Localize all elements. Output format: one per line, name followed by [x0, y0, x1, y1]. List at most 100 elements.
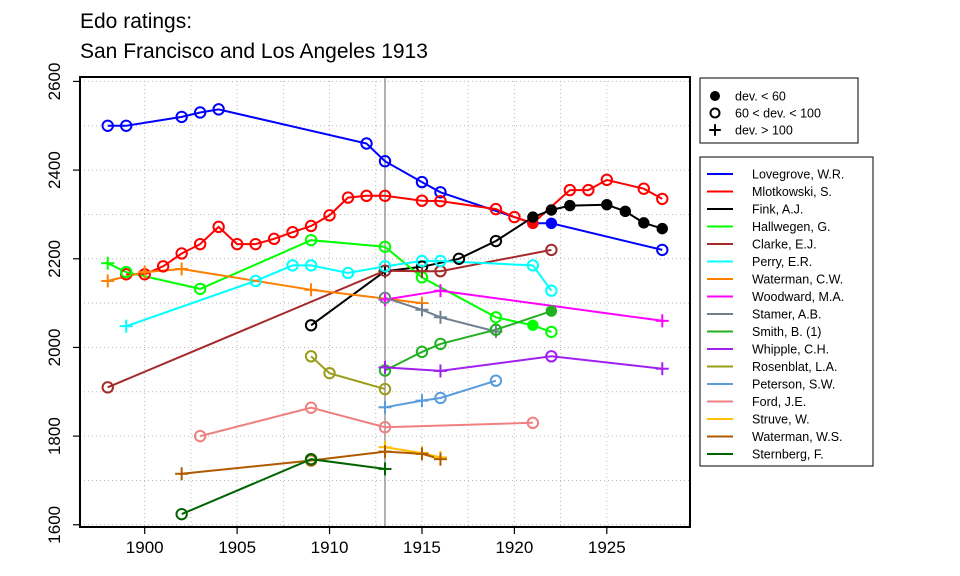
series-line-7 [384, 289, 663, 322]
data-point-s1-p16 [434, 194, 447, 208]
data-point-s3-p0 [101, 256, 115, 270]
data-point-s3-p8 [545, 325, 558, 339]
data-point-s0-p3 [193, 106, 207, 119]
data-point-s5-p0 [119, 319, 133, 333]
data-point-s5-p6 [415, 254, 429, 268]
marker-legend-symbol-0 [710, 91, 720, 101]
data-point-s13-p2 [378, 421, 392, 434]
data-point-s0-p4 [212, 103, 225, 116]
data-point-s1-p9 [286, 225, 299, 239]
data-point-s2-p8 [601, 198, 613, 211]
data-point-s10-p1 [433, 364, 447, 378]
data-point-s15-p0 [175, 467, 189, 481]
data-point-s12-p0 [378, 400, 392, 414]
data-point-s9-p3 [489, 323, 503, 336]
series-legend-label-0: Lovegrove, W.R. [752, 168, 844, 182]
series-line-2 [310, 203, 663, 327]
data-point-s2-p9 [619, 205, 632, 218]
x-tick-label: 1925 [588, 538, 626, 557]
data-point-s9-p1 [415, 345, 429, 359]
series-legend-label-9: Smith, B. (1) [752, 325, 821, 339]
axis-layer: 1900 1905 1910 1915 1920 1925 1600 1800 2000 2200… [45, 63, 626, 557]
series-line-1 [126, 178, 663, 276]
data-point-s3-p3 [304, 233, 318, 247]
data-point-s6-p2 [175, 262, 189, 276]
x-tick-label: 1905 [218, 538, 256, 557]
data-point-s7-p2 [655, 314, 669, 328]
series-line-12 [384, 379, 497, 409]
data-point-s2-p7 [564, 199, 576, 212]
series-line-5 [125, 260, 553, 328]
data-point-s1-p24 [656, 192, 669, 206]
marker-legend-label-0: dev. < 60 [735, 90, 786, 104]
marker-legend-symbol-1 [709, 107, 721, 119]
data-point-s10-p0 [378, 360, 392, 374]
data-point-s5-p8 [526, 259, 540, 272]
data-point-s11-p1 [323, 366, 336, 380]
data-point-s1-p7 [249, 237, 262, 251]
data-point-s13-p0 [193, 429, 207, 443]
data-point-s0-p0 [101, 119, 114, 132]
y-tick-label: 2000 [45, 329, 64, 367]
series-line-16 [181, 458, 386, 516]
data-point-s1-p3 [175, 247, 188, 260]
data-point-s8-p1 [415, 303, 429, 317]
data-point-s1-p4 [193, 237, 207, 251]
series-legend-label-4: Clarke, E.J. [752, 238, 817, 252]
data-point-s2-p4 [489, 234, 503, 248]
data-point-s1-p22 [600, 173, 614, 187]
series-legend-label-16: Sternberg, F. [752, 448, 824, 462]
x-tick-label: 1900 [126, 538, 164, 557]
data-point-s1-p13 [360, 189, 373, 203]
series-legend-label-12: Peterson, S.W. [752, 378, 835, 392]
series-line-8 [384, 296, 497, 333]
data-point-s5-p9 [545, 284, 558, 297]
data-point-s12-p1 [415, 394, 429, 408]
data-point-s0-p5 [360, 137, 373, 150]
data-point-s1-p8 [267, 232, 281, 246]
data-point-s10-p2 [545, 350, 558, 363]
data-point-s1-p12 [341, 191, 355, 204]
data-point-s11-p2 [378, 382, 392, 396]
data-point-s5-p5 [378, 260, 392, 273]
series-line-13 [199, 406, 533, 438]
chart-title-line-1: Edo ratings: [80, 10, 193, 33]
y-tick-label: 2200 [45, 240, 64, 278]
data-point-s12-p3 [489, 374, 503, 387]
data-point-s1-p14 [378, 189, 392, 203]
series-legend-label-5: Perry, E.R. [752, 255, 812, 269]
data-point-s4-p0 [101, 381, 114, 394]
data-point-s6-p1 [138, 265, 152, 279]
series-line-3 [107, 239, 552, 333]
data-point-s1-p5 [212, 220, 225, 234]
series-line-9 [384, 310, 552, 372]
series-legend-label-8: Stamer, A.B. [752, 308, 821, 322]
data-point-s0-p8 [434, 186, 447, 199]
data-point-s0-p1 [120, 119, 133, 132]
series-legend-label-10: Whipple, C.H. [752, 343, 829, 357]
data-point-s0-p6 [378, 155, 392, 168]
data-point-s2-p6 [545, 204, 558, 216]
series-legend-label-13: Ford, J.E. [752, 395, 806, 409]
data-point-s11-p0 [304, 350, 318, 363]
data-point-s13-p3 [526, 416, 540, 430]
data-point-s1-p11 [323, 209, 336, 222]
data-point-s1-p15 [415, 194, 429, 207]
data-point-s6-p3 [304, 283, 318, 297]
data-point-s1-p21 [582, 183, 595, 197]
data-point-s6-p0 [101, 274, 115, 288]
data-point-s15-p4 [433, 452, 447, 466]
marker-legend-box [699, 77, 859, 144]
data-point-s9-p4 [545, 305, 558, 317]
data-point-s1-p17 [489, 202, 503, 216]
y-tick-label: 2600 [45, 63, 64, 101]
data-point-s2-p11 [656, 222, 668, 235]
marker-layer [101, 103, 669, 521]
series-line-11 [310, 355, 386, 391]
y-tick-label: 2400 [45, 151, 64, 189]
x-tick-label: 1920 [495, 538, 533, 557]
chart-title-line-2: San Francisco and Los Angeles 1913 [80, 40, 428, 63]
marker-legend-symbol-2 [709, 124, 721, 136]
data-point-s0-p10 [545, 217, 558, 230]
